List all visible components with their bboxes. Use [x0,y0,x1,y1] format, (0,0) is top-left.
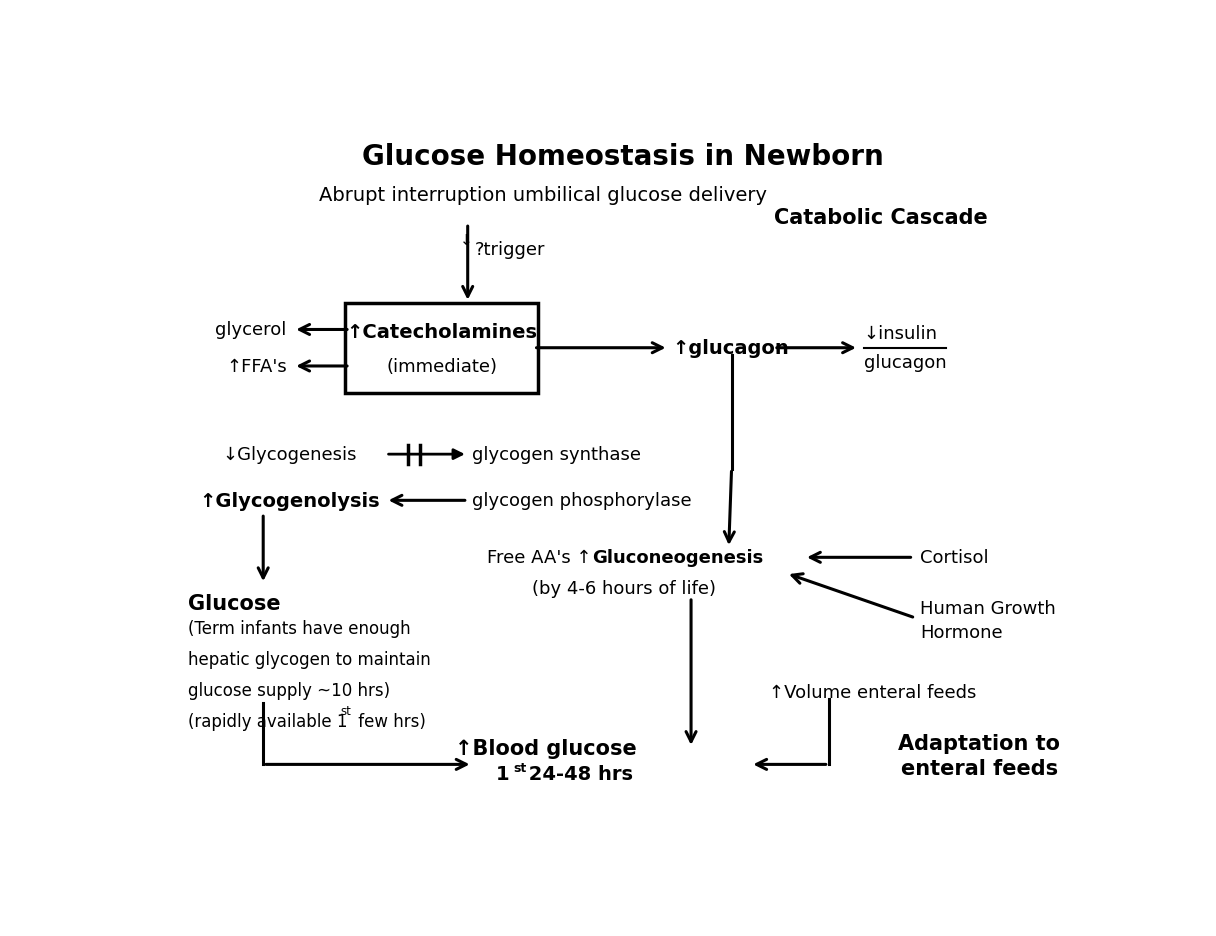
Text: ↓Glycogenesis: ↓Glycogenesis [223,446,358,463]
Text: 1: 1 [496,765,510,783]
Text: 24-48 hrs: 24-48 hrs [523,765,634,783]
Text: Glucose Homeostasis in Newborn: Glucose Homeostasis in Newborn [362,143,884,171]
Text: ↑Catecholamines: ↑Catecholamines [347,322,537,342]
Text: Abrupt interruption umbilical glucose delivery: Abrupt interruption umbilical glucose de… [319,186,767,205]
Text: (immediate): (immediate) [387,358,497,375]
Text: ?trigger: ?trigger [474,241,545,258]
Text: Cortisol: Cortisol [921,548,989,566]
Text: (rapidly available 1: (rapidly available 1 [187,712,348,731]
Text: ↓: ↓ [460,233,473,248]
Text: glucose supply ~10 hrs): glucose supply ~10 hrs) [187,681,390,700]
Text: Adaptation to: Adaptation to [899,733,1060,753]
Text: ↓insulin: ↓insulin [863,325,938,343]
Text: Human Growth: Human Growth [921,599,1055,617]
Text: ↑Blood glucose: ↑Blood glucose [455,738,637,758]
Text: ↑Volume enteral feeds: ↑Volume enteral feeds [770,682,976,701]
Text: enteral feeds: enteral feeds [901,758,1058,778]
Text: ↑glucagon: ↑glucagon [672,339,789,358]
Text: (by 4-6 hours of life): (by 4-6 hours of life) [531,579,716,597]
Text: ↑Glycogenolysis: ↑Glycogenolysis [199,491,379,510]
Text: Hormone: Hormone [921,623,1003,642]
Text: glycogen synthase: glycogen synthase [472,446,641,463]
Text: Glucose: Glucose [187,593,281,614]
Text: glucagon: glucagon [863,354,946,372]
Text: glycogen phosphorylase: glycogen phosphorylase [472,491,692,510]
Text: Gluconeogenesis: Gluconeogenesis [592,548,764,566]
Text: (Term infants have enough: (Term infants have enough [187,620,411,637]
Text: st: st [340,704,351,717]
Text: few hrs): few hrs) [353,712,426,731]
Text: ↑FFA's: ↑FFA's [226,358,287,375]
Text: st: st [513,761,527,774]
Text: Catabolic Cascade: Catabolic Cascade [773,208,987,227]
Text: glycerol: glycerol [215,321,287,339]
Text: Free AA's ↑: Free AA's ↑ [486,548,591,566]
FancyBboxPatch shape [345,303,539,393]
Text: hepatic glycogen to maintain: hepatic glycogen to maintain [187,651,430,668]
